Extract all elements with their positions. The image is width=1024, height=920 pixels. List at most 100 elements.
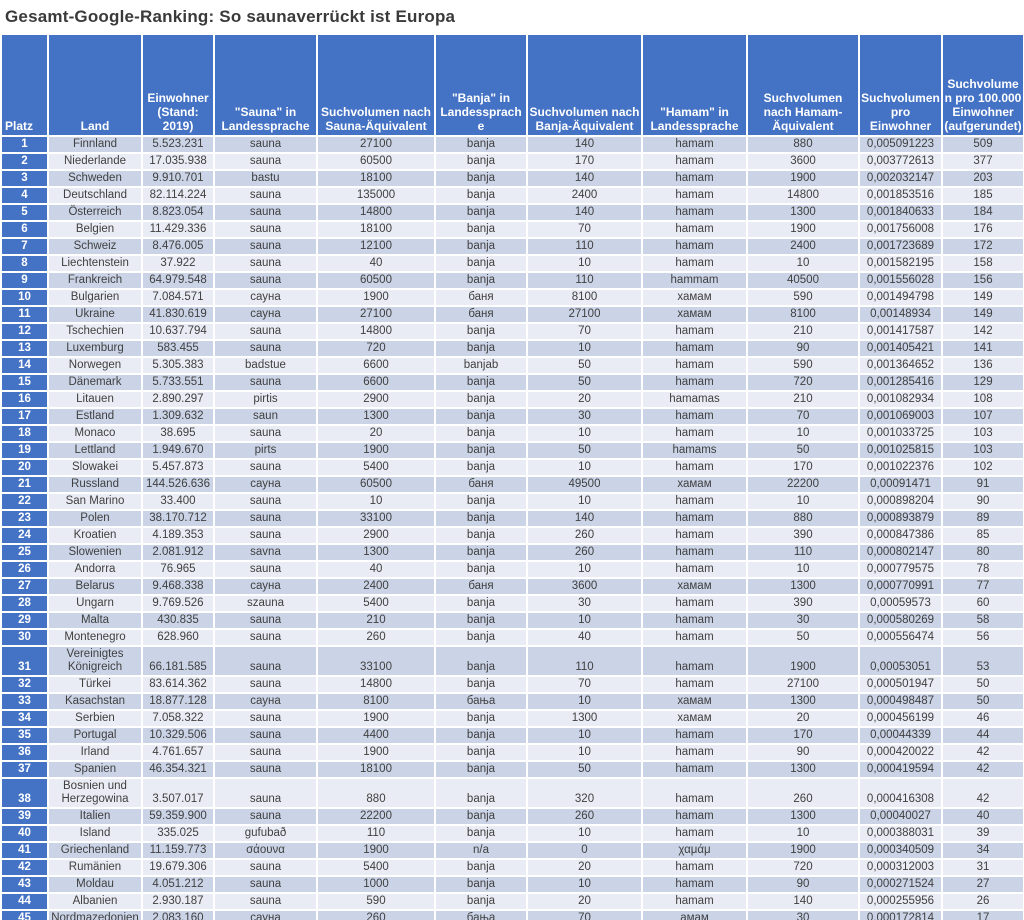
data-cell: 77 bbox=[941, 577, 1024, 596]
col-header-suchvolumen-pro-einwohner: Suchvolumen pro Einwohner bbox=[858, 33, 943, 137]
data-cell: hamam bbox=[641, 807, 748, 826]
data-cell: 10 bbox=[316, 492, 436, 511]
data-cell: σάουνα bbox=[213, 841, 318, 860]
data-cell: hamam bbox=[641, 611, 748, 630]
rank-cell: 4 bbox=[0, 186, 49, 205]
data-cell: 60500 bbox=[316, 475, 436, 494]
data-cell: hamam bbox=[641, 743, 748, 762]
data-cell: 210 bbox=[746, 322, 860, 341]
data-cell: 0,000456199 bbox=[858, 709, 943, 728]
data-cell: pirtis bbox=[213, 390, 318, 409]
table-row: 30 Montenegro 628.960 sauna 260 banja 40 hamam 5… bbox=[0, 628, 1024, 647]
data-cell: Island bbox=[47, 824, 143, 843]
data-cell: banja bbox=[434, 152, 528, 171]
data-cell: 184 bbox=[941, 203, 1024, 222]
data-cell: 0,000802147 bbox=[858, 543, 943, 562]
data-cell: 38.695 bbox=[141, 424, 215, 443]
data-cell: 20 bbox=[526, 858, 643, 877]
data-cell: banja bbox=[434, 777, 528, 809]
data-cell: 66.181.585 bbox=[141, 645, 215, 677]
data-cell: 0,000556474 bbox=[858, 628, 943, 647]
data-cell: banja bbox=[434, 709, 528, 728]
data-cell: баня bbox=[434, 475, 528, 494]
data-cell: 76.965 bbox=[141, 560, 215, 579]
rank-cell: 23 bbox=[0, 509, 49, 528]
data-cell: 377 bbox=[941, 152, 1024, 171]
table-row: 11 Ukraine 41.830.619 сауна 27100 баня 27100 ха… bbox=[0, 305, 1024, 324]
data-cell: 33100 bbox=[316, 645, 436, 677]
data-cell: banja bbox=[434, 424, 528, 443]
rank-cell: 19 bbox=[0, 441, 49, 460]
data-cell: hamam bbox=[641, 526, 748, 545]
table-row: 20 Slowakei 5.457.873 sauna 5400 banja 10 hamam… bbox=[0, 458, 1024, 477]
data-cell: 9.769.526 bbox=[141, 594, 215, 613]
data-cell: Bosnien und Herzegowina bbox=[47, 777, 143, 809]
data-cell: 8.476.005 bbox=[141, 237, 215, 256]
data-cell: sauna bbox=[213, 509, 318, 528]
data-cell: Estland bbox=[47, 407, 143, 426]
data-cell: banja bbox=[434, 509, 528, 528]
data-cell: 1900 bbox=[316, 441, 436, 460]
data-cell: San Marino bbox=[47, 492, 143, 511]
data-cell: 2.083.160 bbox=[141, 909, 215, 920]
data-cell: 0,000312003 bbox=[858, 858, 943, 877]
data-cell: 1900 bbox=[746, 220, 860, 239]
data-cell: 0 bbox=[526, 841, 643, 860]
data-cell: Slowakei bbox=[47, 458, 143, 477]
data-cell: Türkei bbox=[47, 675, 143, 694]
data-cell: 8100 bbox=[526, 288, 643, 307]
data-cell: sauna bbox=[213, 807, 318, 826]
data-cell: 102 bbox=[941, 458, 1024, 477]
table-row: 21 Russland 144.526.636 сауна 60500 баня 49500… bbox=[0, 475, 1024, 494]
rank-cell: 43 bbox=[0, 875, 49, 894]
rank-cell: 14 bbox=[0, 356, 49, 375]
data-cell: 0,001022376 bbox=[858, 458, 943, 477]
data-cell: sauna bbox=[213, 271, 318, 290]
data-cell: hamam bbox=[641, 356, 748, 375]
data-cell: sauna bbox=[213, 858, 318, 877]
data-cell: 10 bbox=[746, 254, 860, 273]
data-cell: 135000 bbox=[316, 186, 436, 205]
data-cell: 4.761.657 bbox=[141, 743, 215, 762]
data-cell: 85 bbox=[941, 526, 1024, 545]
table-row: 26 Andorra 76.965 sauna 40 banja 10 hamam 10 0,00… bbox=[0, 560, 1024, 579]
data-cell: banja bbox=[434, 892, 528, 911]
data-cell: gufubað bbox=[213, 824, 318, 843]
data-cell: сауна bbox=[213, 909, 318, 920]
data-cell: 10 bbox=[746, 560, 860, 579]
data-cell: Schweden bbox=[47, 169, 143, 188]
table-row: 44 Albanien 2.930.187 sauna 590 banja 20 hamam 1… bbox=[0, 892, 1024, 911]
data-cell: 0,000340509 bbox=[858, 841, 943, 860]
table-row: 3 Schweden 9.910.701 bastu 18100 banja 140 hama… bbox=[0, 169, 1024, 188]
rank-cell: 33 bbox=[0, 692, 49, 711]
data-cell: 0,001853516 bbox=[858, 186, 943, 205]
data-cell: 140 bbox=[526, 203, 643, 222]
data-cell: 2400 bbox=[316, 577, 436, 596]
data-cell: 90 bbox=[746, 875, 860, 894]
data-cell: Montenegro bbox=[47, 628, 143, 647]
data-cell: 2.081.912 bbox=[141, 543, 215, 562]
data-cell: 260 bbox=[526, 543, 643, 562]
data-cell: 40 bbox=[316, 560, 436, 579]
table-row: 4 Deutschland 82.114.224 sauna 135000 banja 24… bbox=[0, 186, 1024, 205]
data-cell: 27100 bbox=[746, 675, 860, 694]
data-cell: 70 bbox=[526, 322, 643, 341]
data-cell: sauna bbox=[213, 186, 318, 205]
data-cell: banja bbox=[434, 220, 528, 239]
data-cell: 0,000779575 bbox=[858, 560, 943, 579]
data-cell: banja bbox=[434, 675, 528, 694]
data-cell: banja bbox=[434, 271, 528, 290]
data-cell: 10 bbox=[526, 611, 643, 630]
data-cell: Deutschland bbox=[47, 186, 143, 205]
data-cell: sauna bbox=[213, 726, 318, 745]
data-cell: 18.877.128 bbox=[141, 692, 215, 711]
data-cell: hamam bbox=[641, 594, 748, 613]
data-cell: 0,000580269 bbox=[858, 611, 943, 630]
data-cell: 27100 bbox=[526, 305, 643, 324]
data-cell: 0,002032147 bbox=[858, 169, 943, 188]
rank-cell: 28 bbox=[0, 594, 49, 613]
rank-cell: 36 bbox=[0, 743, 49, 762]
data-cell: 176 bbox=[941, 220, 1024, 239]
data-cell: banja bbox=[434, 254, 528, 273]
